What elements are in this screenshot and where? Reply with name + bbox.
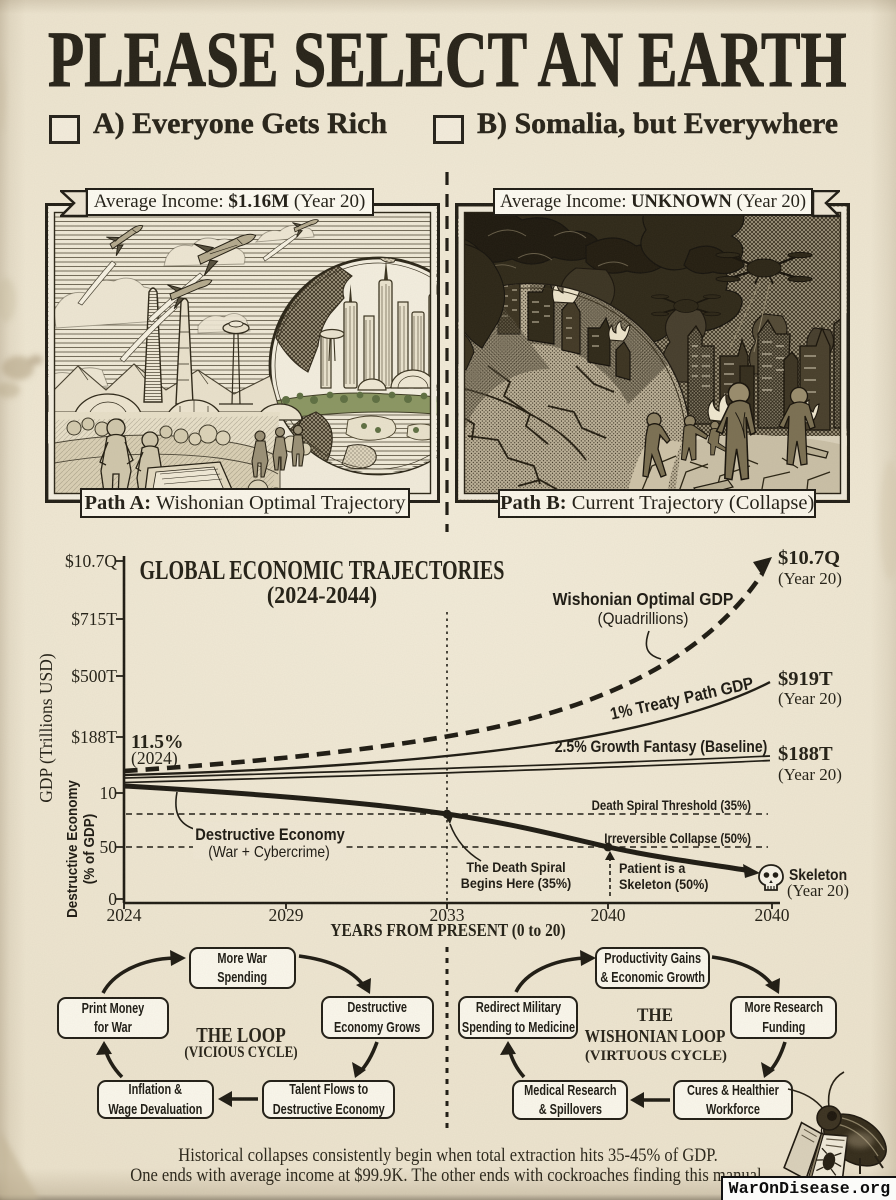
svg-text:$188T: $188T [71, 727, 117, 747]
svg-text:(Year 20): (Year 20) [778, 689, 842, 708]
svg-text:(2024-2044): (2024-2044) [267, 581, 377, 608]
svg-text:Skeleton (50%): Skeleton (50%) [619, 876, 708, 892]
svg-text:2040: 2040 [755, 905, 790, 925]
svg-text:(Quadrillions): (Quadrillions) [598, 609, 689, 628]
svg-text:(Year 20): (Year 20) [778, 765, 842, 784]
svg-text:Wishonian Optimal GDP: Wishonian Optimal GDP [553, 589, 734, 609]
svg-text:(% of GDP): (% of GDP) [81, 814, 98, 885]
svg-text:Destructive Economy: Destructive Economy [195, 826, 345, 844]
svg-text:2040: 2040 [591, 905, 626, 925]
svg-text:The Death Spiral: The Death Spiral [466, 859, 565, 875]
svg-text:GDP (Trillions USD): GDP (Trillions USD) [36, 653, 56, 803]
svg-text:$188T: $188T [778, 743, 833, 765]
svg-text:$10.7Q: $10.7Q [65, 551, 117, 571]
svg-text:$715T: $715T [71, 609, 117, 629]
svg-text:50: 50 [100, 837, 118, 857]
svg-text:Death Spiral Threshold (35%): Death Spiral Threshold (35%) [592, 797, 751, 813]
svg-text:Skeleton: Skeleton [789, 867, 847, 884]
svg-text:(War + Cybercrime): (War + Cybercrime) [208, 844, 329, 861]
svg-text:2024: 2024 [107, 905, 142, 925]
svg-text:Destructive Economy: Destructive Economy [64, 780, 81, 918]
svg-text:$500T: $500T [71, 666, 117, 686]
svg-text:(Year 20): (Year 20) [778, 569, 842, 588]
svg-text:10: 10 [100, 783, 118, 803]
svg-text:Patient is a: Patient is a [619, 860, 686, 876]
svg-text:Begins Here (35%): Begins Here (35%) [461, 875, 571, 891]
svg-text:2029: 2029 [269, 905, 304, 925]
svg-text:$10.7Q: $10.7Q [778, 547, 840, 569]
svg-text:2.5% Growth Fantasy (Baseline): 2.5% Growth Fantasy (Baseline) [555, 738, 768, 756]
svg-text:(2024): (2024) [131, 748, 178, 768]
svg-text:Irreversible Collapse (50%): Irreversible Collapse (50%) [604, 830, 751, 846]
svg-text:$919T: $919T [778, 668, 833, 690]
